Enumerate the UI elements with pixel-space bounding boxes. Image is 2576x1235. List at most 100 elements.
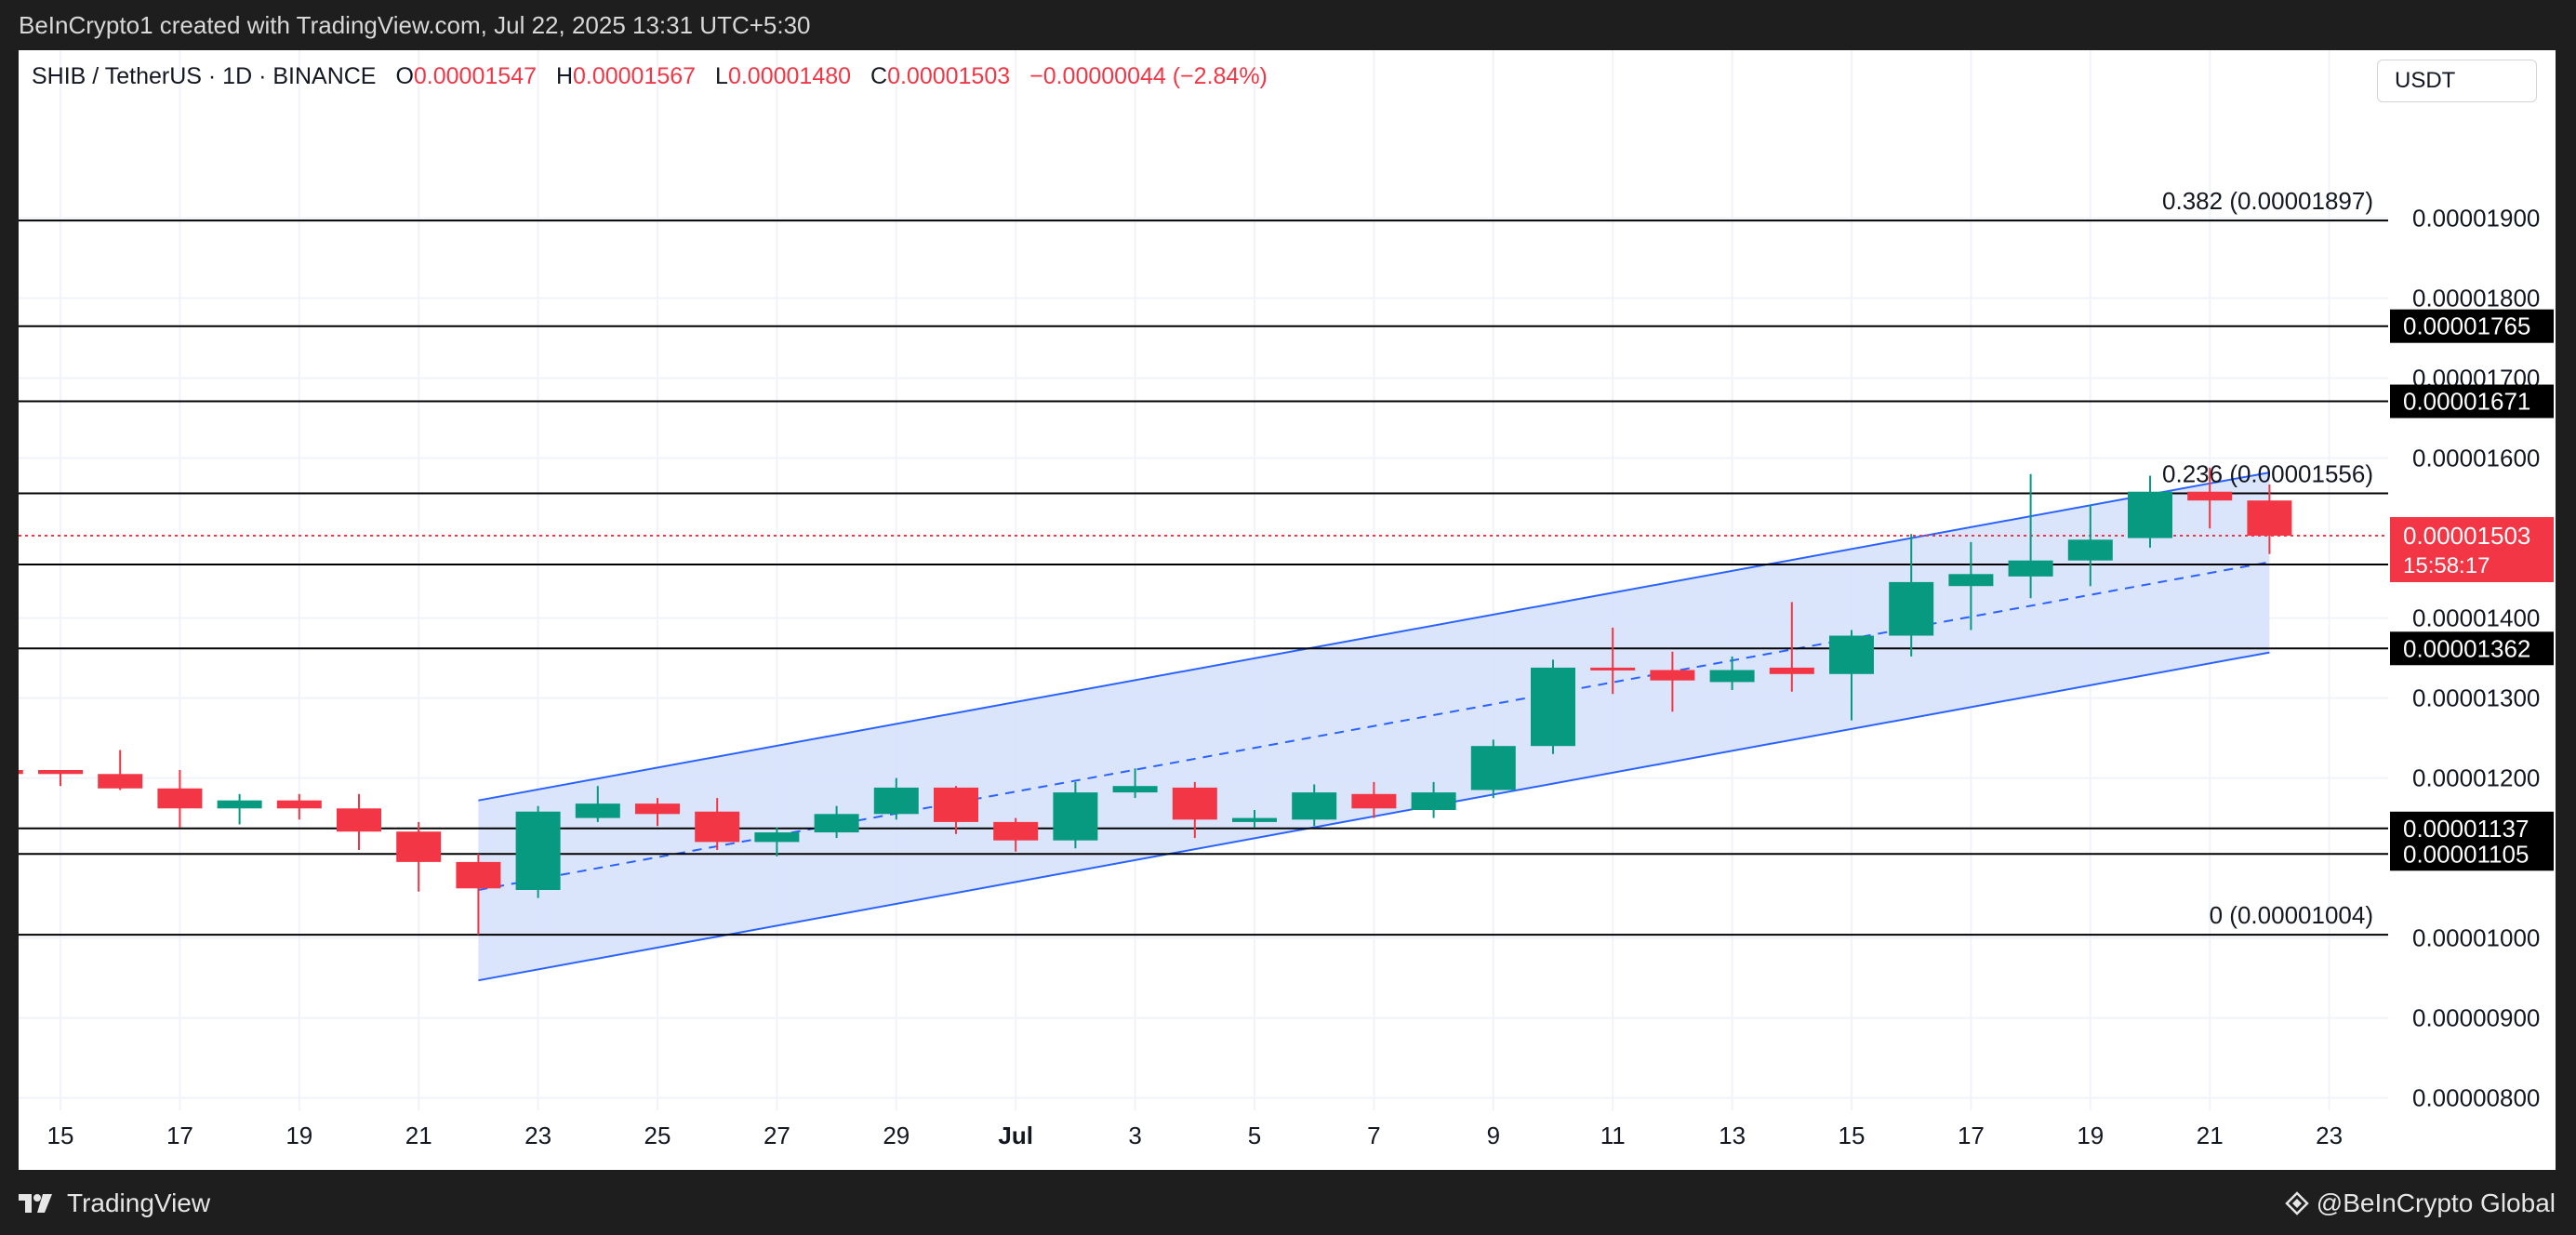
x-tick-label: 15 xyxy=(47,1122,74,1149)
candle-body xyxy=(2008,560,2053,577)
candle xyxy=(2247,484,2292,554)
y-tick-label: 0.00001200 xyxy=(2412,764,2540,792)
x-tick-label: 3 xyxy=(1128,1122,1141,1149)
candle-body xyxy=(157,788,203,809)
candle xyxy=(993,817,1039,852)
footer-bar: TradingView @BeInCrypto Global xyxy=(0,1170,2576,1235)
x-tick-label: 17 xyxy=(1958,1122,1985,1149)
candle xyxy=(1948,541,1994,631)
candle xyxy=(1531,659,1575,754)
x-tick-label: 27 xyxy=(764,1122,790,1149)
candle xyxy=(1053,781,1098,849)
tradingview-logo[interactable]: TradingView xyxy=(17,1189,210,1218)
candle xyxy=(754,827,800,857)
y-tick-label: 0.00000900 xyxy=(2412,1004,2540,1032)
candle-body xyxy=(873,787,919,815)
x-tick-label: 17 xyxy=(166,1122,193,1149)
x-tick-label: 15 xyxy=(1839,1122,1866,1149)
level-price-tag xyxy=(2390,631,2554,666)
high-value: 0.00001567 xyxy=(573,63,697,89)
open-label: O xyxy=(395,63,414,89)
fib-level-label: 0.236 (0.00001556) xyxy=(2162,459,2373,487)
candle xyxy=(2008,473,2053,599)
candle-body xyxy=(1531,667,1575,747)
candle-body xyxy=(1948,574,1994,587)
level-price-label: 0.00001765 xyxy=(2403,312,2530,340)
candle-body xyxy=(337,808,381,832)
credit-bar: BeInCrypto1 created with TradingView.com… xyxy=(0,0,2576,50)
candle-body xyxy=(2187,491,2233,501)
candle-body xyxy=(98,774,143,789)
candle-body xyxy=(19,770,23,775)
level-price-label: 0.00001105 xyxy=(2403,840,2529,868)
countdown-label: 15:58:17 xyxy=(2403,553,2490,578)
y-tick-label: 0.00001000 xyxy=(2412,924,2540,952)
level-price-label: 0.00001362 xyxy=(2403,634,2530,662)
candles xyxy=(19,467,2292,936)
level-price-tag xyxy=(2390,309,2554,343)
current-price-label: 0.00001503 xyxy=(2403,522,2530,550)
fib-level-label: 0.382 (0.00001897) xyxy=(2162,187,2373,215)
x-tick-label: 19 xyxy=(2077,1122,2104,1149)
candle xyxy=(217,793,262,825)
watermark-text: @BeInCrypto Global xyxy=(2316,1189,2556,1217)
symbol-info[interactable]: SHIB / TetherUS · 1D · BINANCE xyxy=(32,63,377,89)
candle xyxy=(276,793,322,820)
ohlc-legend: SHIB / TetherUS · 1D · BINANCE O0.000015… xyxy=(32,63,1268,90)
level-price-label: 0.00001671 xyxy=(2403,388,2530,416)
price-labels: 0.000017650.000016710.000014670.00001362… xyxy=(2390,309,2554,871)
candle-body xyxy=(38,770,83,775)
candle xyxy=(814,805,859,839)
x-tick-label: 19 xyxy=(285,1122,312,1149)
change-value: −0.00000044 (−2.84%) xyxy=(1029,63,1268,89)
open-value: 0.00001547 xyxy=(413,63,537,89)
x-tick-label: 11 xyxy=(1600,1122,1626,1149)
level-price-tag xyxy=(2390,837,2554,871)
candle xyxy=(396,821,442,892)
currency-button[interactable]: USDT xyxy=(2377,60,2537,102)
x-tick-label: 7 xyxy=(1367,1122,1380,1149)
candle-body xyxy=(1172,787,1217,820)
candle xyxy=(1292,784,1337,827)
candle xyxy=(873,777,919,820)
x-tick-label: Jul xyxy=(998,1122,1033,1149)
candle-body xyxy=(1769,667,1814,674)
current-price-tag xyxy=(2390,517,2554,583)
candle-body xyxy=(1650,670,1695,681)
close-value: 0.00001503 xyxy=(887,63,1011,89)
candle-body xyxy=(1053,792,1098,841)
candle-body xyxy=(635,803,680,815)
credit-text: BeInCrypto1 created with TradingView.com… xyxy=(19,11,811,39)
y-tick-label: 0.00001300 xyxy=(2412,684,2540,712)
candle-body xyxy=(1590,667,1636,671)
y-tick-label: 0.00001900 xyxy=(2412,205,2540,232)
candle-body xyxy=(1829,635,1874,674)
candle xyxy=(635,798,680,827)
candlestick-chart[interactable]: 0.382 (0.00001897) 0.236 (0.00001556) 0 (0… xyxy=(19,50,2556,1170)
tradingview-logo-icon xyxy=(19,1194,52,1213)
x-tick-label: 25 xyxy=(644,1122,671,1149)
candle-body xyxy=(1889,581,1934,636)
candle xyxy=(456,854,501,936)
price-axis: 0.000019000.000018000.000017000.00001600… xyxy=(2412,205,2540,1112)
chart-panel[interactable]: 0.382 (0.00001897) 0.236 (0.00001556) 0 (0… xyxy=(19,50,2556,1170)
x-tick-label: 13 xyxy=(1719,1122,1746,1149)
candle xyxy=(1470,739,1516,799)
y-tick-label: 0.00000800 xyxy=(2412,1084,2540,1112)
y-tick-label: 0.00001400 xyxy=(2412,604,2540,632)
candle xyxy=(1650,651,1695,712)
candle-body xyxy=(2067,539,2113,561)
candle xyxy=(2128,475,2172,548)
candle xyxy=(98,750,143,790)
candle-body xyxy=(515,811,561,890)
candle xyxy=(19,770,23,775)
candle-body xyxy=(814,814,859,833)
candle-body xyxy=(396,831,442,862)
high-label: H xyxy=(555,63,573,89)
tradingview-brand: TradingView xyxy=(67,1189,211,1217)
candle xyxy=(157,770,203,828)
candle xyxy=(38,770,83,787)
candle-body xyxy=(2128,491,2172,538)
candle-body xyxy=(456,861,501,889)
low-label: L xyxy=(715,63,728,89)
